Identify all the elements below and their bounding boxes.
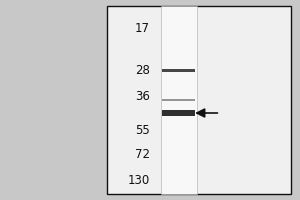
Text: 130: 130 xyxy=(128,174,150,188)
Bar xyxy=(106,6,291,194)
Text: 36: 36 xyxy=(135,90,150,104)
Text: 17: 17 xyxy=(135,22,150,36)
Bar xyxy=(162,110,195,116)
Bar xyxy=(162,99,195,101)
Text: 72: 72 xyxy=(135,148,150,162)
Bar xyxy=(160,6,196,194)
Text: 28: 28 xyxy=(135,64,150,77)
Bar xyxy=(162,69,195,72)
Text: 55: 55 xyxy=(135,124,150,138)
